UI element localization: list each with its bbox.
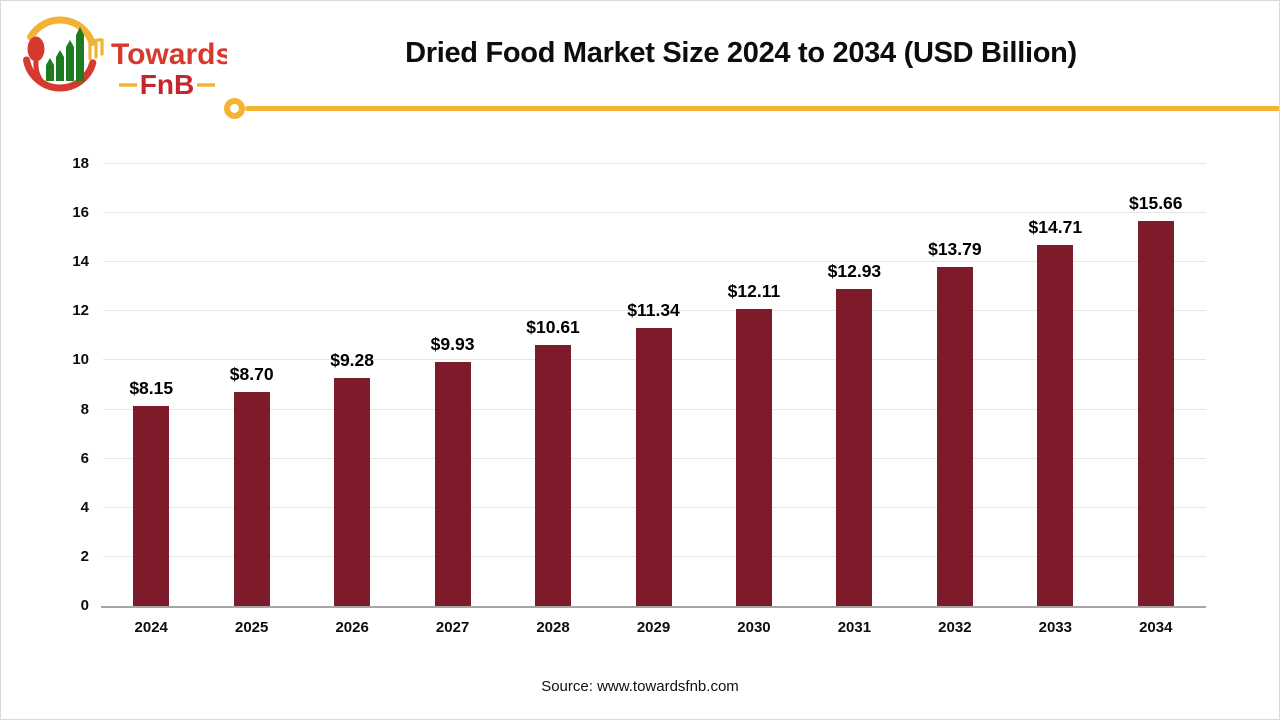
gridline [103, 163, 1206, 164]
bar [635, 327, 672, 606]
source-text: Source: www.towardsfnb.com [541, 678, 739, 695]
page-title: Dried Food Market Size 2024 to 2034 (USD… [405, 37, 1077, 69]
divider-line [245, 106, 1279, 111]
bar-value-label: $13.79 [928, 239, 982, 260]
x-axis-label: 2033 [1038, 619, 1072, 636]
bar-value-label: $9.28 [330, 350, 375, 371]
x-axis-label: 2027 [435, 619, 470, 636]
x-axis-label: 2028 [536, 619, 570, 636]
towardsfnb-logo: Towards FnB [23, 16, 227, 100]
y-axis-label: 10 [72, 351, 89, 369]
logo-text-fnb: FnB [140, 69, 194, 100]
bar [434, 362, 471, 606]
bar-value-label: $12.93 [827, 260, 882, 281]
towardsfnb-logo-icon [23, 16, 104, 92]
bar [334, 378, 371, 606]
spoon-icon [27, 36, 45, 62]
growth-bars-icon [46, 27, 84, 81]
bar-chart: 0 2 4 6 8 10 12 14 16 18 $8.15 2024 $8.70 2025 $9.28 20… [72, 155, 1206, 636]
gridline [103, 212, 1206, 214]
x-axis-label: 2031 [837, 619, 872, 636]
bar [936, 267, 973, 606]
bar-value-label: $15.66 [1129, 193, 1183, 214]
bar [535, 345, 572, 606]
bar [1137, 221, 1174, 606]
x-axis-label: 2032 [938, 619, 972, 636]
x-axis-label: 2025 [234, 619, 269, 636]
bar-value-label: $8.70 [229, 364, 274, 385]
bar [133, 405, 170, 606]
bar-value-label: $9.93 [430, 334, 475, 355]
y-axis-label: 2 [80, 547, 89, 565]
divider-ring-icon [224, 98, 245, 119]
y-axis-label: 6 [80, 449, 89, 467]
y-axis-label: 4 [80, 498, 89, 516]
x-axis-label: 2024 [134, 619, 168, 636]
bar-value-label: $8.15 [129, 377, 174, 398]
logo-text-towards: Towards [111, 38, 227, 71]
bar-value-label: $14.71 [1028, 216, 1083, 237]
bar-value-label: $10.61 [526, 317, 580, 338]
y-axis-label: 14 [72, 253, 89, 271]
x-axis-label: 2029 [636, 619, 671, 636]
x-axis-label: 2034 [1139, 619, 1173, 636]
bar [836, 288, 873, 606]
x-axis-label: 2026 [335, 619, 369, 636]
y-axis-label: 12 [72, 302, 89, 320]
bar-value-label: $12.11 [727, 280, 781, 301]
x-axis-label: 2030 [737, 619, 771, 636]
bar [233, 392, 270, 606]
y-axis-label: 8 [80, 400, 89, 418]
y-axis-label: 0 [80, 597, 89, 614]
y-axis-label: 16 [72, 204, 89, 222]
gridline [103, 261, 1206, 263]
gridline [103, 310, 1206, 312]
fork-icon [88, 38, 104, 61]
bar [735, 308, 772, 606]
bar-value-label: $11.34 [627, 299, 680, 320]
y-axis-label: 18 [72, 155, 89, 172]
bar [1037, 244, 1074, 606]
